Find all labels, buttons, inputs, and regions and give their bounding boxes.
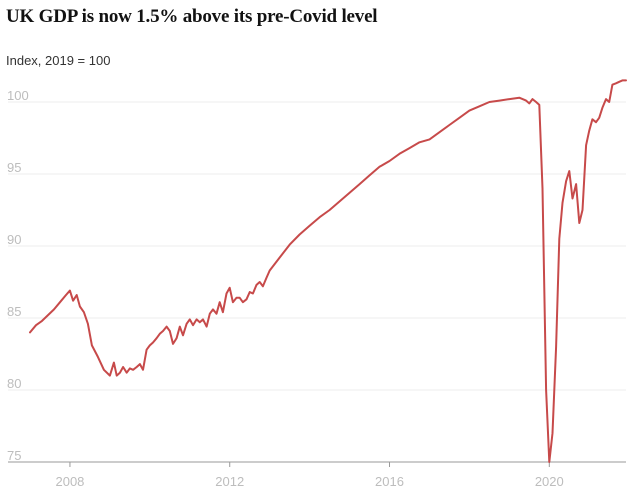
y-axis-tick-labels: 75 80 85 90 95 100 — [7, 88, 29, 463]
gridlines — [8, 101, 626, 391]
y-tick-label-75: 75 — [7, 448, 21, 463]
y-tick-label-80: 80 — [7, 376, 21, 391]
chart-subtitle: Index, 2019 = 100 — [6, 53, 111, 68]
y-tick-label-85: 85 — [7, 304, 21, 319]
x-tick-label-2012: 2012 — [215, 474, 244, 489]
x-axis-ticks: 2008 2012 2016 2020 — [55, 462, 564, 489]
x-tick-label-2020: 2020 — [535, 474, 564, 489]
chart-title: UK GDP is now 1.5% above its pre-Covid l… — [6, 6, 378, 27]
x-tick-label-2016: 2016 — [375, 474, 404, 489]
gdp-series-line — [29, 79, 627, 463]
y-tick-label-100: 100 — [7, 88, 29, 103]
y-tick-label-95: 95 — [7, 160, 21, 175]
y-tick-label-90: 90 — [7, 232, 21, 247]
x-tick-label-2008: 2008 — [55, 474, 84, 489]
